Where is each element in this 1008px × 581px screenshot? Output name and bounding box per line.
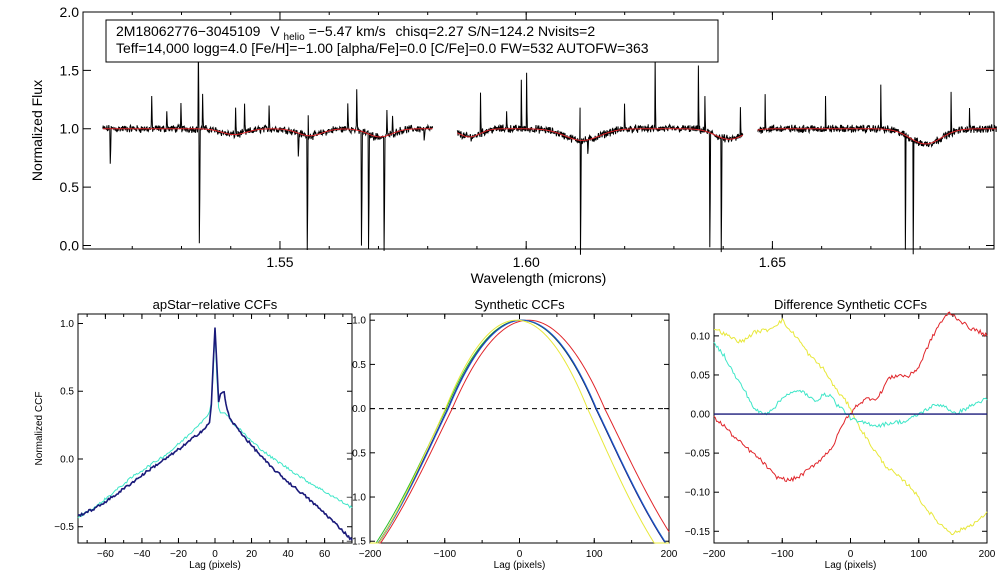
info-vhelio-value: =−5.47 km/s xyxy=(309,23,386,39)
spectrum-ytick-label: 2.0 xyxy=(60,4,80,20)
apstar-ccf-panel: −60 −40 −20 0 20 40 60 −0.5 0.0 0.5 1.0 apStar−rela… xyxy=(34,297,353,571)
difference-xlabel: Lag (pixels) xyxy=(825,560,877,571)
apstar-xtick-label: 60 xyxy=(319,549,331,560)
spectrum-ytick-label: 0.0 xyxy=(60,237,80,253)
apstar-xtick-label: 0 xyxy=(212,549,218,560)
difference-xtick-label: −200 xyxy=(703,549,726,560)
apstar-title: apStar−relative CCFs xyxy=(153,297,278,312)
synthetic-xtick-label: 200 xyxy=(661,549,678,560)
spectrum-observed-line-chip1 xyxy=(102,47,434,251)
difference-ytick-label: −0.05 xyxy=(685,449,711,460)
spectrum-ylabel: Normalized Flux xyxy=(29,80,45,181)
apstar-xtick-label: 20 xyxy=(246,549,258,560)
info-star-id: 2M18062776−3045109 xyxy=(116,23,261,39)
apstar-xtick-label: 40 xyxy=(283,549,295,560)
difference-ccf-panel: −200 −100 0 100 200 −0.15 −0.10 −0.05 0.00 0.05 0.… xyxy=(685,297,996,571)
synthetic-plot-frame xyxy=(369,313,670,544)
spectrum-observed-line-chip2 xyxy=(456,58,744,255)
spectrum-observed-line-chip3 xyxy=(757,84,997,255)
difference-xtick-label: 0 xyxy=(848,549,854,560)
synthetic-ccf-green-line xyxy=(370,319,669,544)
info-box: 2M18062776−3045109 V helio =−5.47 km/s c… xyxy=(105,19,719,63)
synthetic-title: Synthetic CCFs xyxy=(474,297,565,312)
spectrum-model-line-chip3 xyxy=(757,128,997,145)
apstar-ytick-label: 1.0 xyxy=(60,319,74,330)
difference-ccf-red-line xyxy=(713,311,988,483)
difference-ccf-cyan-line xyxy=(713,341,988,429)
spectrum-model-line-chip1 xyxy=(102,128,433,138)
info-box-frame xyxy=(105,19,719,63)
synthetic-ccf-blue-line xyxy=(370,319,669,544)
synthetic-ccf-yellow-line xyxy=(370,319,669,544)
apstar-ytick-label: 0.0 xyxy=(60,454,74,465)
difference-xtick-label: 100 xyxy=(910,549,927,560)
info-vhelio-subscript: helio xyxy=(284,32,306,43)
difference-ytick-label: 0.10 xyxy=(691,331,711,342)
synthetic-xtick-label: −200 xyxy=(359,549,382,560)
difference-ytick-label: 0.00 xyxy=(691,410,711,421)
spectrum-model-line-chip2 xyxy=(457,128,744,141)
synthetic-ytick-label: 0.5 xyxy=(352,360,366,371)
difference-ccf-yellow-line xyxy=(713,317,988,536)
spectrum-ytick-label: 1.5 xyxy=(60,62,80,78)
difference-xtick-label: 200 xyxy=(979,549,996,560)
synthetic-ytick-label: 0.0 xyxy=(352,404,366,415)
apstar-xlabel: Lag (pixels) xyxy=(189,560,241,571)
synthetic-xtick-label: 100 xyxy=(586,549,603,560)
synthetic-ytick-label: −0.5 xyxy=(346,448,366,459)
apstar-xtick-label: −20 xyxy=(170,549,187,560)
info-stats: chisq=2.27 S/N=124.2 Nvisits=2 xyxy=(396,23,596,39)
synthetic-ytick-label: −1.5 xyxy=(346,537,366,548)
synthetic-ytick-label: 1.0 xyxy=(352,316,366,327)
synthetic-xtick-label: 0 xyxy=(517,549,523,560)
synthetic-xtick-label: −100 xyxy=(433,549,456,560)
synthetic-ytick-label: −1.0 xyxy=(346,493,366,504)
info-vhelio-label: V xyxy=(270,23,280,39)
apstar-xtick-label: −40 xyxy=(133,549,150,560)
apstar-plot-frame xyxy=(77,313,353,544)
spectrum-xtick-label: 1.65 xyxy=(759,254,786,270)
difference-title: Difference Synthetic CCFs xyxy=(774,297,927,312)
spectrum-ytick-label: 1.0 xyxy=(60,121,80,137)
synthetic-xlabel: Lag (pixels) xyxy=(494,560,546,571)
apstar-ccf-visit-2-line xyxy=(77,328,353,519)
synthetic-ccf-navy-line xyxy=(370,319,669,544)
spectrum-xtick-label: 1.60 xyxy=(513,254,540,270)
apstar-ytick-label: 0.5 xyxy=(60,387,74,398)
difference-ytick-label: 0.05 xyxy=(691,370,711,381)
difference-xtick-label: −100 xyxy=(771,549,794,560)
spectrum-panel: 1.55 1.60 1.65 0.0 0.5 1.0 1.5 2.0 Wavelength (m… xyxy=(29,4,997,286)
synthetic-ccf-red-line xyxy=(370,319,670,544)
apstar-ccf-visit-1-line xyxy=(77,327,353,541)
spectrum-xlabel: Wavelength (microns) xyxy=(471,270,607,286)
info-box-line1: 2M18062776−3045109 V helio =−5.47 km/s c… xyxy=(116,23,595,43)
difference-ytick-label: −0.15 xyxy=(685,527,711,538)
synthetic-ccf-panel: −200 −100 0 100 200 −1.5 −1.0 −0.5 0.0 0.5 1.0 Synt… xyxy=(346,297,678,571)
info-box-line2: Teff=14,000 logg=4.0 [Fe/H]=−1.00 [alpha… xyxy=(116,40,649,56)
spectrum-ytick-label: 0.5 xyxy=(60,179,80,195)
apstar-xtick-label: −60 xyxy=(97,549,114,560)
apstar-ytick-label: −0.5 xyxy=(54,522,74,533)
apstar-ylabel: Normalized CCF xyxy=(34,392,45,466)
spectrum-xtick-label: 1.55 xyxy=(266,254,293,270)
difference-ytick-label: −0.10 xyxy=(685,488,711,499)
difference-plot-frame xyxy=(713,313,988,544)
